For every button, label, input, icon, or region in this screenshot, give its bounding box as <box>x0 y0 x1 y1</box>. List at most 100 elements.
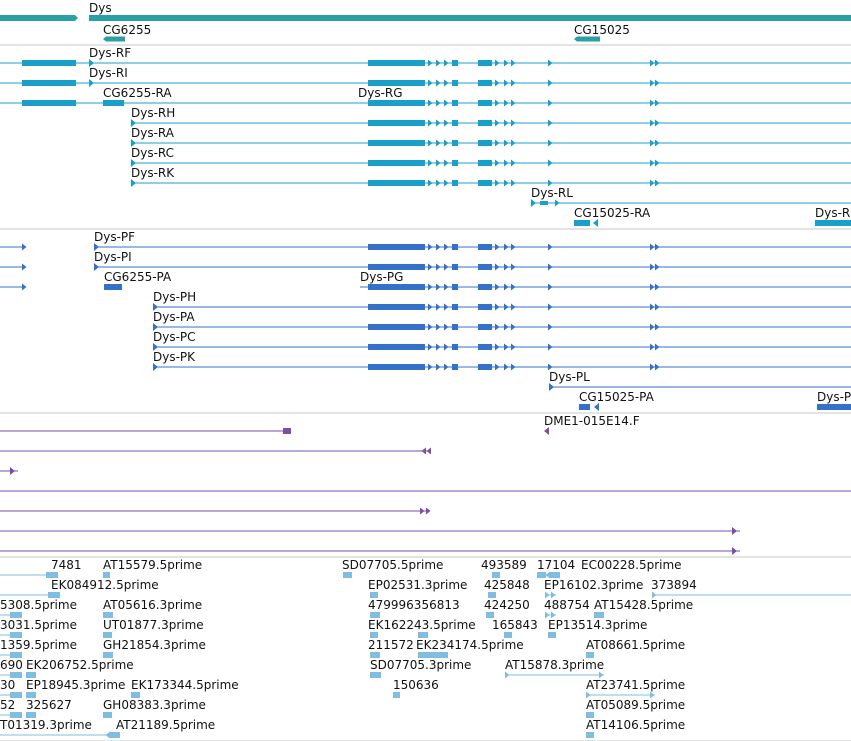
est-label[interactable]: AT15878.3prime <box>505 658 605 672</box>
est-label[interactable]: 150636 <box>393 678 439 692</box>
est-label[interactable]: SD07705.5prime <box>342 558 444 572</box>
strand-arrow-right <box>511 99 516 107</box>
gene-label-cg15025[interactable]: CG15025 <box>574 23 630 37</box>
exon-block <box>368 284 425 290</box>
protein-label-dys-ph[interactable]: Dys-PH <box>153 290 197 304</box>
exon-block <box>368 140 425 146</box>
exon-block <box>110 732 120 738</box>
strand-arrow-right <box>548 79 553 87</box>
est-label[interactable]: 424250 <box>484 598 530 612</box>
est-label[interactable]: AT14106.5prime <box>586 718 686 732</box>
est-label[interactable]: T01319.3prime <box>0 718 92 732</box>
est-label[interactable]: UT01877.3prime <box>103 618 204 632</box>
strand-arrow-right <box>436 363 441 371</box>
est-label[interactable]: 211572 <box>368 638 414 652</box>
est-label[interactable]: AT23741.5prime <box>586 678 686 692</box>
exon-block <box>452 284 458 290</box>
transcript-label-dys-rk[interactable]: Dys-RK <box>131 166 175 180</box>
est-label[interactable]: AT05089.5prime <box>586 698 686 712</box>
est-label[interactable]: 488754 <box>544 598 590 612</box>
est-label[interactable]: EP02531.3prime <box>368 578 468 592</box>
est-label[interactable]: 165843 <box>492 618 538 632</box>
est-label[interactable]: EK084912.5prime <box>51 578 159 592</box>
strand-arrow-right <box>548 283 553 291</box>
strand-arrow-right <box>22 283 27 291</box>
est-label[interactable]: 52 <box>0 698 16 712</box>
strand-arrow-right <box>495 99 500 107</box>
exon-block <box>452 80 458 86</box>
est-label[interactable]: AT08661.5prime <box>586 638 686 652</box>
strand-arrow-right <box>650 179 655 187</box>
est-label[interactable]: EK162243.5prime <box>368 618 476 632</box>
est-label[interactable]: 493589 <box>481 558 527 572</box>
est-label[interactable]: 325627 <box>26 698 72 712</box>
protein-label-dys-pl[interactable]: Dys-PL <box>549 370 590 384</box>
est-label[interactable]: AT15579.5prime <box>103 558 203 572</box>
est-label[interactable]: 5308.5prime <box>0 598 77 612</box>
est-label[interactable]: EP13514.3prime <box>548 618 648 632</box>
est-label[interactable]: GH21854.3prime <box>103 638 206 652</box>
protein-label-dys-pc[interactable]: Dys-PC <box>153 330 196 344</box>
est-label[interactable]: 690 <box>0 658 23 672</box>
protein-label-dys-pk[interactable]: Dys-PK <box>153 350 196 364</box>
est-label[interactable]: EK206752.5prime <box>26 658 134 672</box>
transcript-label-dys-rl[interactable]: Dys-RL <box>531 186 573 200</box>
est-label[interactable]: 7481 <box>51 558 82 572</box>
est-label[interactable]: 373894 <box>651 578 697 592</box>
exon-block <box>343 572 352 578</box>
est-label[interactable]: SD07705.3prime <box>370 658 472 672</box>
protein-label-dys-pi[interactable]: Dys-PI <box>94 250 132 264</box>
transcript-label-dys-r-truncated[interactable]: Dys-R <box>815 206 851 220</box>
est-label[interactable]: 3031.5prime <box>0 618 77 632</box>
protein-label-dys-pg[interactable]: Dys-PG <box>360 270 404 284</box>
est-label[interactable]: AT21189.5prime <box>116 718 216 732</box>
est-label[interactable]: AT15428.5prime <box>594 598 694 612</box>
protein-label-dys-pf[interactable]: Dys-PF <box>94 230 136 244</box>
protein-label-cg6255-pa[interactable]: CG6255-PA <box>104 270 172 284</box>
strand-arrow-right <box>650 691 655 699</box>
exon-block <box>103 632 112 638</box>
est-label[interactable]: EC00228.5prime <box>581 558 682 572</box>
exon-block <box>26 712 36 718</box>
transcript-label-dys-rc[interactable]: Dys-RC <box>131 146 175 160</box>
transcript-label-cg6255-ra[interactable]: CG6255-RA <box>103 86 172 100</box>
est-label[interactable]: 30 <box>0 678 16 692</box>
strand-arrow-right <box>511 303 516 311</box>
strand-arrow-right <box>504 283 509 291</box>
protein-label-dys-p-truncated[interactable]: Dys-P <box>817 390 851 404</box>
est-label[interactable]: EP16102.3prime <box>544 578 644 592</box>
exon-block <box>548 632 556 638</box>
strand-arrow-right <box>548 243 553 251</box>
exon-block <box>478 80 492 86</box>
exon-block <box>46 572 58 578</box>
transcript-label-cg15025-ra[interactable]: CG15025-RA <box>574 206 651 220</box>
exon-block <box>478 284 492 290</box>
strand-arrow-left <box>426 447 431 455</box>
est-label[interactable]: 17104 <box>537 558 576 572</box>
strand-arrow-right <box>655 179 660 187</box>
est-label[interactable]: GH08383.3prime <box>103 698 206 712</box>
est-label[interactable]: 425848 <box>484 578 530 592</box>
transcript-label-dys-rh[interactable]: Dys-RH <box>131 106 176 120</box>
protein-label-dys-pa[interactable]: Dys-PA <box>153 310 195 324</box>
gene-label-dys[interactable]: Dys <box>89 1 112 15</box>
est-label[interactable]: 1359.5prime <box>0 638 77 652</box>
est-label[interactable]: EP18945.3prime <box>26 678 126 692</box>
strand-arrow-right <box>22 243 27 251</box>
strand-arrow-right <box>444 343 449 351</box>
gene-label-cg6255[interactable]: CG6255 <box>103 23 152 37</box>
strand-arrow-right <box>153 343 158 351</box>
est-label[interactable]: 479996356813 <box>368 598 460 612</box>
est-label[interactable]: EK173344.5prime <box>131 678 239 692</box>
transcript-label-dys-rf[interactable]: Dys-RF <box>89 46 132 60</box>
read-label-dme1-015e14f[interactable]: DME1-015E14.F <box>544 414 640 428</box>
transcript-label-dys-rg[interactable]: Dys-RG <box>358 86 403 100</box>
transcript-label-dys-ra[interactable]: Dys-RA <box>131 126 174 140</box>
est-label[interactable]: AT05616.3prime <box>103 598 203 612</box>
protein-label-cg15025-pa[interactable]: CG15025-PA <box>579 390 654 404</box>
est-label[interactable]: EK234174.5prime <box>416 638 524 652</box>
strand-arrow-right <box>495 119 500 127</box>
strand-arrow-right <box>495 159 500 167</box>
transcript-label-dys-ri[interactable]: Dys-RI <box>89 66 128 80</box>
